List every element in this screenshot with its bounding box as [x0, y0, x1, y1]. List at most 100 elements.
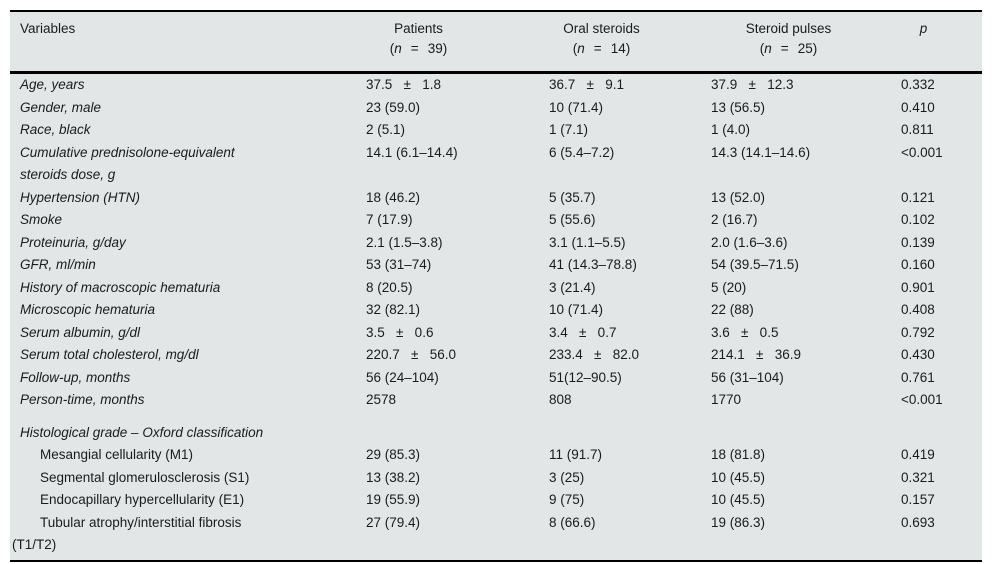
p-value-cell: 0.408 — [901, 302, 935, 317]
variable-label: Mesangial cellularity (M1) — [40, 447, 194, 462]
p-value-cell: 0.419 — [901, 447, 935, 462]
value-cell: 14.1 (6.1–14.4) — [366, 144, 458, 160]
value-cell: 3 (25) — [549, 469, 585, 485]
p-value-cell: 0.410 — [901, 99, 935, 115]
value-cell: 13 (56.5) — [711, 99, 766, 115]
patients-header-label: Patients — [394, 21, 443, 36]
variable-label: GFR, ml/min — [20, 257, 96, 272]
p-value-cell: 0.321 — [901, 469, 935, 485]
value-cell: 19 (55.9) — [366, 492, 421, 507]
p-value-cell: 0.761 — [901, 369, 935, 385]
value-cell: 41 (14.3–78.8) — [549, 257, 637, 272]
value-cell — [366, 412, 549, 445]
p-value-cell: 0.102 — [901, 212, 935, 227]
table-row: Age, years 37.5 ± 1.8 36.7 ± 9.1 37.9 ± … — [10, 73, 982, 97]
patients-n-count: (n = 39) — [389, 41, 448, 56]
value-cell: 56 (24–104) — [366, 369, 439, 385]
value-cell: 9 (75) — [549, 492, 585, 507]
variable-label: Age, years — [20, 77, 85, 92]
value-cell: 10 (71.4) — [549, 99, 604, 115]
steroid-pulses-n-count: (n = 25) — [759, 41, 818, 56]
value-cell: 14.3 (14.1–14.6) — [711, 144, 811, 160]
value-cell: 233.4 ± 82.0 — [549, 347, 639, 362]
value-cell: 13 (38.2) — [366, 469, 421, 485]
patient-characteristics-table: Variables Patients (n = 39) Oral steroids … — [10, 10, 982, 562]
column-header-oral-steroids: Oral steroids (n = 14) — [549, 11, 711, 74]
value-cell: 5 (35.7) — [549, 189, 596, 205]
variable-label: Serum albumin, g/dl — [20, 324, 141, 340]
header-row: Variables Patients (n = 39) Oral steroids … — [10, 11, 982, 74]
variables-header-label: Variables — [20, 21, 76, 36]
value-cell: 3 (21.4) — [549, 279, 596, 295]
table-row: Serum total cholesterol, mg/dl 220.7 ± 5… — [10, 344, 982, 367]
p-value-cell: 0.121 — [901, 189, 935, 205]
variable-label: Endocapillary hypercellularity (E1) — [40, 492, 245, 507]
variable-label: Segmental glomerulosclerosis (S1) — [40, 469, 250, 485]
value-cell: 18 (46.2) — [366, 189, 421, 205]
variable-label: Cumulative prednisolone-equivalent stero… — [20, 144, 235, 183]
value-cell: 37.9 ± 12.3 — [711, 77, 794, 92]
value-cell: 10 (45.5) — [711, 469, 766, 485]
variable-label: Hypertension (HTN) — [20, 189, 141, 205]
value-cell: 8 (20.5) — [366, 279, 413, 295]
value-cell: 2.0 (1.6–3.6) — [711, 234, 788, 250]
table-row: Mesangial cellularity (M1) 29 (85.3) 11 … — [10, 444, 982, 467]
column-header-patients: Patients (n = 39) — [366, 11, 549, 74]
variable-label: History of macroscopic hematuria — [20, 279, 221, 295]
p-header-label: p — [919, 21, 928, 36]
table-row: Race, black 2 (5.1) 1 (7.1) 1 (4.0) 0.81… — [10, 119, 982, 142]
value-cell: 22 (88) — [711, 302, 754, 317]
value-cell: 1770 — [711, 392, 742, 407]
table-row: Smoke 7 (17.9) 5 (55.6) 2 (16.7) 0.102 — [10, 209, 982, 232]
table-row: Cumulative prednisolone-equivalent stero… — [10, 142, 982, 187]
variable-label: Person-time, months — [20, 392, 145, 407]
p-value-cell: 0.332 — [901, 77, 935, 92]
table-row: Tubular atrophy/interstitial fibrosis (T… — [10, 512, 982, 561]
value-cell: 2 (16.7) — [711, 212, 758, 227]
table-container: Variables Patients (n = 39) Oral steroids … — [10, 10, 982, 562]
value-cell: 3.5 ± 0.6 — [366, 324, 434, 340]
p-value-cell: 0.160 — [901, 257, 935, 272]
value-cell: 3.6 ± 0.5 — [711, 324, 779, 340]
column-header-steroid-pulses: Steroid pulses (n = 25) — [711, 11, 901, 74]
p-value-cell: 0.693 — [901, 514, 935, 530]
value-cell: 220.7 ± 56.0 — [366, 347, 456, 362]
value-cell: 54 (39.5–71.5) — [711, 257, 799, 272]
variable-label: Gender, male — [20, 99, 102, 115]
variable-label: Tubular atrophy/interstitial fibrosis (T… — [12, 514, 242, 553]
table-row: Proteinuria, g/day 2.1 (1.5–3.8) 3.1 (1.… — [10, 232, 982, 255]
oral-steroids-n-count: (n = 14) — [572, 41, 631, 56]
value-cell: 2 (5.1) — [366, 122, 406, 137]
value-cell: 214.1 ± 36.9 — [711, 347, 801, 362]
value-cell: 10 (71.4) — [549, 302, 604, 317]
value-cell: 3.1 (1.1–5.5) — [549, 234, 626, 250]
table-row: History of macroscopic hematuria 8 (20.5… — [10, 277, 982, 300]
value-cell: 37.5 ± 1.8 — [366, 77, 441, 92]
value-cell: 808 — [549, 392, 572, 407]
value-cell: 7 (17.9) — [366, 212, 413, 227]
section-header-row: Histological grade – Oxford classificati… — [10, 412, 982, 445]
value-cell: 2578 — [366, 392, 397, 407]
value-cell: 18 (81.8) — [711, 447, 766, 462]
variable-label: Microscopic hematuria — [20, 302, 156, 317]
value-cell — [711, 412, 901, 445]
p-value-cell — [901, 412, 982, 445]
table-row: Hypertension (HTN) 18 (46.2) 5 (35.7) 13… — [10, 187, 982, 210]
value-cell: 10 (45.5) — [711, 492, 766, 507]
steroid-pulses-header-label: Steroid pulses — [745, 21, 832, 36]
column-header-p: p — [901, 11, 982, 74]
column-header-variables: Variables — [10, 11, 366, 74]
value-cell: 53 (31–74) — [366, 257, 432, 272]
table-row: Person-time, months 2578 808 1770 <0.001 — [10, 389, 982, 412]
value-cell: 8 (66.6) — [549, 514, 596, 530]
table-row: Gender, male 23 (59.0) 10 (71.4) 13 (56.… — [10, 97, 982, 120]
value-cell: 36.7 ± 9.1 — [549, 77, 624, 92]
value-cell: 29 (85.3) — [366, 447, 421, 462]
value-cell: 27 (79.4) — [366, 514, 421, 530]
value-cell: 5 (55.6) — [549, 212, 596, 227]
table-row: Serum albumin, g/dl 3.5 ± 0.6 3.4 ± 0.7 … — [10, 322, 982, 345]
value-cell: 11 (91.7) — [549, 447, 603, 462]
value-cell: 5 (20) — [711, 279, 747, 295]
value-cell: 6 (5.4–7.2) — [549, 144, 615, 160]
